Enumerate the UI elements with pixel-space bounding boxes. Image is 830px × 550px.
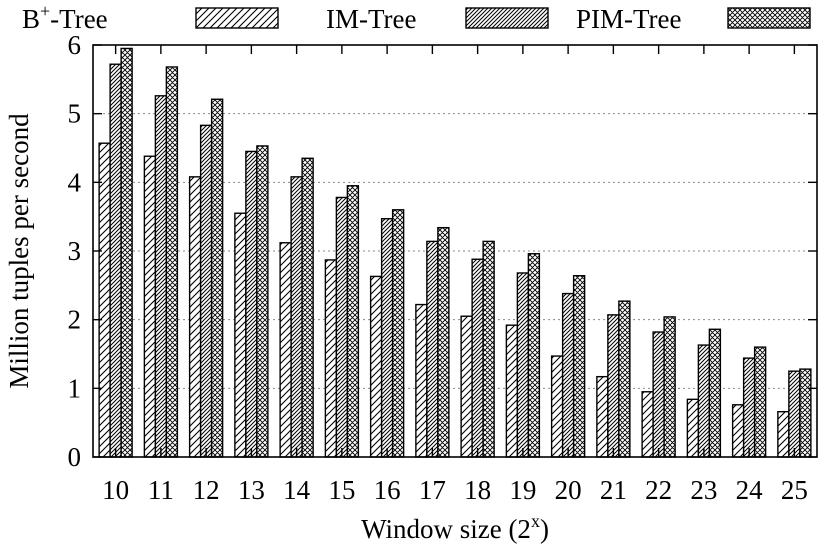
bar-pim-tree-17 [437, 226, 450, 458]
bar-b-plus-tree-23 [686, 398, 700, 458]
bar-im-tree-12 [199, 124, 213, 458]
bar-pim-tree-22 [663, 316, 676, 458]
bar-pim-tree-13 [256, 145, 269, 458]
y-tick-label: 5 [68, 99, 82, 129]
bar-b-plus-tree-16 [369, 275, 383, 458]
bar-im-tree-10 [109, 63, 122, 458]
bar-b-plus-tree-13 [234, 212, 247, 458]
x-tick-label: 13 [238, 475, 265, 505]
bars [98, 47, 812, 458]
bar-pim-tree-15 [346, 185, 360, 458]
y-tick-label: 0 [68, 442, 82, 472]
x-tick-label: 18 [464, 475, 491, 505]
bar-im-tree-14 [290, 176, 303, 458]
bar-b-plus-tree-19 [505, 324, 519, 458]
bar-im-tree-13 [245, 150, 258, 458]
bar-pim-tree-25 [799, 368, 812, 458]
y-tick-label: 4 [68, 167, 82, 197]
bar-pim-tree-16 [391, 209, 405, 458]
y-tick-label: 2 [68, 305, 82, 335]
bar-pim-tree-24 [753, 346, 767, 458]
bar-im-tree-16 [380, 218, 394, 458]
bar-pim-tree-19 [527, 253, 541, 458]
bar-im-tree-15 [335, 196, 349, 458]
legend: B+-Tree IM-Tree PIM-Tree [22, 1, 811, 34]
x-tick-label: 21 [600, 475, 627, 505]
y-tick-label: 6 [68, 30, 82, 60]
bar-pim-tree-11 [165, 66, 179, 458]
y-tick-label: 1 [68, 373, 82, 403]
legend-label-b-plus-tree: B+-Tree [22, 1, 108, 34]
legend-swatch-b-plus-tree [195, 7, 279, 29]
bar-pim-tree-20 [572, 275, 586, 458]
bar-b-plus-tree-10 [98, 142, 111, 458]
bar-pim-tree-23 [708, 328, 722, 458]
bar-b-plus-tree-22 [641, 391, 654, 458]
bar-b-plus-tree-21 [596, 375, 609, 458]
legend-label-pim-tree: PIM-Tree [576, 4, 682, 34]
bar-b-plus-tree-17 [415, 303, 428, 458]
bar-pim-tree-18 [482, 240, 495, 458]
bar-pim-tree-21 [618, 300, 631, 458]
x-tick-label: 15 [328, 475, 355, 505]
bar-im-tree-21 [607, 314, 620, 458]
legend-swatch-im-tree [465, 7, 549, 29]
bar-im-tree-11 [154, 95, 168, 458]
x-tick-label: 16 [374, 475, 401, 505]
bar-im-tree-17 [426, 240, 439, 458]
bar-b-plus-tree-15 [324, 259, 338, 458]
bar-pim-tree-12 [210, 98, 224, 458]
x-tick-label: 24 [736, 475, 764, 505]
x-axis-title: Window size (2x) [361, 511, 549, 544]
bar-im-tree-18 [471, 258, 484, 458]
bar-im-tree-22 [652, 331, 665, 458]
x-tick-label: 10 [102, 475, 129, 505]
x-tick-label: 22 [645, 475, 672, 505]
legend-label-im-tree: IM-Tree [326, 4, 417, 34]
x-tick-label: 23 [690, 475, 717, 505]
bar-b-plus-tree-14 [279, 242, 292, 458]
x-tick-label: 11 [148, 475, 174, 505]
bar-im-tree-20 [561, 292, 575, 458]
bar-b-plus-tree-24 [731, 404, 745, 458]
bar-pim-tree-14 [301, 157, 314, 458]
bar-im-tree-24 [742, 357, 756, 458]
bar-b-plus-tree-11 [143, 155, 157, 458]
x-tick-label: 20 [555, 475, 582, 505]
axis-ticks [93, 44, 817, 458]
x-tick-label: 19 [509, 475, 536, 505]
x-tick-label: 12 [193, 475, 220, 505]
y-axis-title: Million tuples per second [4, 113, 34, 389]
bar-b-plus-tree-25 [777, 410, 790, 458]
y-tick-label: 3 [68, 236, 82, 266]
bar-im-tree-19 [516, 272, 530, 458]
bar-pim-tree-10 [120, 47, 133, 458]
x-tick-label: 17 [419, 475, 446, 505]
x-tick-label: 25 [781, 475, 808, 505]
bar-b-plus-tree-12 [188, 176, 202, 458]
bar-im-tree-23 [697, 344, 711, 458]
bar-im-tree-25 [788, 370, 801, 458]
legend-swatch-pim-tree [727, 7, 811, 29]
bar-b-plus-tree-20 [550, 355, 564, 458]
x-tick-label: 14 [283, 475, 311, 505]
bar-b-plus-tree-18 [460, 315, 473, 458]
